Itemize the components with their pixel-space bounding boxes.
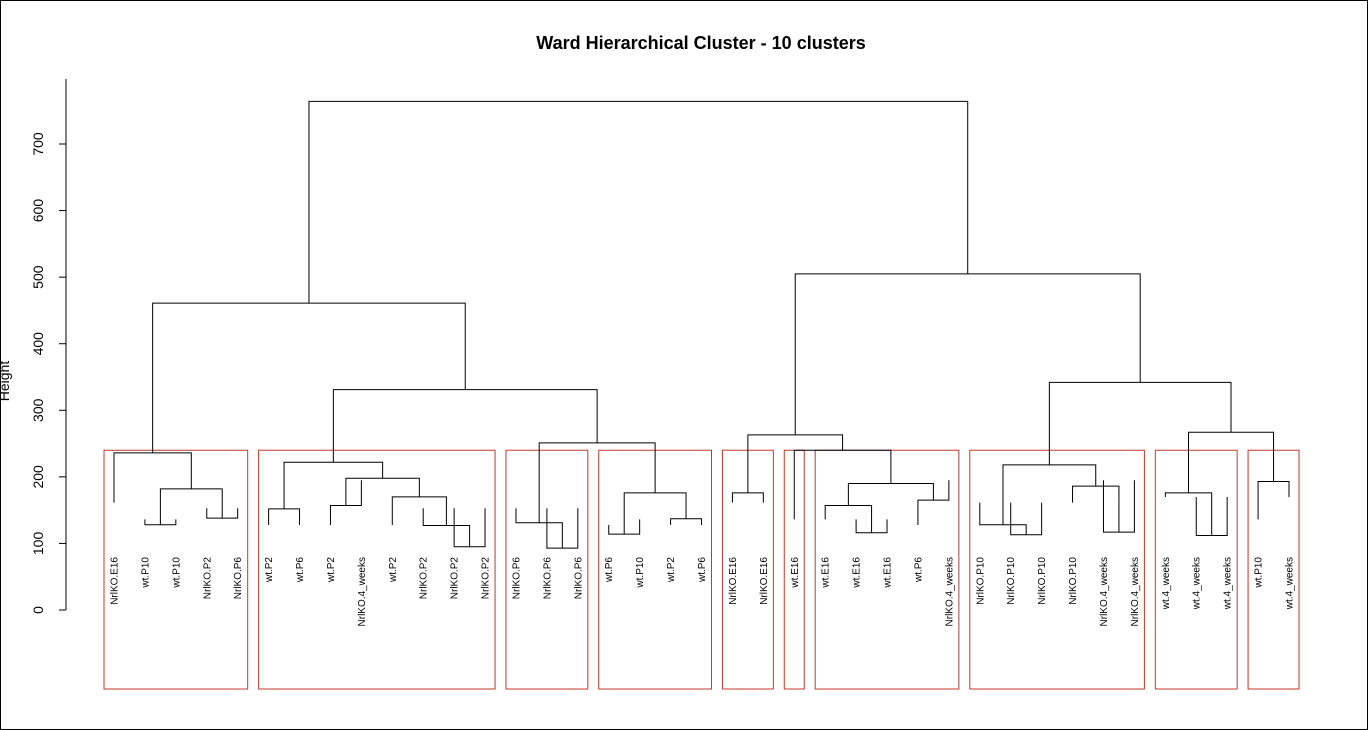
leaf-label: wt.E16 xyxy=(821,557,832,589)
merge-branch xyxy=(1010,502,1043,536)
leaf-label: NrlKO.P6 xyxy=(511,557,522,600)
leaf-label: NrlKO.P6 xyxy=(233,557,244,600)
leaf-label: wt.E16 xyxy=(790,557,801,589)
merge-branch xyxy=(623,492,687,535)
y-axis: 0 100 200 300 400 500 600 700 xyxy=(30,79,67,614)
merge-branch xyxy=(546,508,579,549)
leaf-label: NrlKO.E16 xyxy=(110,557,121,605)
merge-branch xyxy=(731,492,764,503)
merge-branch xyxy=(1048,381,1232,465)
cluster-box xyxy=(969,449,1145,690)
merge-branch xyxy=(159,488,223,525)
merge-branch xyxy=(1164,492,1213,536)
merge-branch xyxy=(1072,485,1120,533)
leaf-label: NrlKO.P10 xyxy=(1037,557,1048,605)
merge-branch xyxy=(1195,497,1228,536)
leaf-label: wt.P10 xyxy=(635,557,646,589)
leaf-labels: NrlKO.E16 wt.P10 wt.P10 NrlKO.P2 NrlKO.P6 wt.… xyxy=(110,557,1296,627)
leaf-label: wt.P2 xyxy=(388,557,399,583)
merge-branch xyxy=(1188,431,1275,493)
leaf-label: NrlKO.E16 xyxy=(728,557,739,605)
cluster-box xyxy=(1154,449,1238,690)
merge-branch xyxy=(747,434,844,493)
y-tick-label: 0 xyxy=(30,606,46,614)
y-tick-label: 400 xyxy=(30,332,46,356)
merge-branch xyxy=(824,504,873,533)
leaf-label: NrlKO.E16 xyxy=(759,557,770,605)
leaf-label: wt.4_weeks xyxy=(1161,557,1172,610)
merge-branch xyxy=(268,508,301,525)
leaf-label: NrlKO.4_weeks xyxy=(1130,557,1141,626)
cluster-box xyxy=(103,449,249,690)
merge-branch xyxy=(345,477,420,506)
merge-branch xyxy=(847,483,934,506)
merge-branch xyxy=(1257,481,1290,520)
leaf-label: NrlKO.4_weeks xyxy=(944,557,955,626)
leaf-label: NrlKO.4_weeks xyxy=(1099,557,1110,626)
leaf-label: wt.P6 xyxy=(913,557,924,583)
merge-branch xyxy=(391,496,447,526)
y-tick-label: 300 xyxy=(30,398,46,422)
leaf-label: NrlKO.P10 xyxy=(1006,557,1017,605)
leaf-label: NrlKO.P6 xyxy=(542,557,553,600)
leaf-label: wt.P10 xyxy=(1254,557,1265,589)
leaf-label: wt.4_weeks xyxy=(1285,557,1296,610)
merge-branch xyxy=(538,442,656,523)
leaf-label: wt.P6 xyxy=(295,557,306,583)
merge-branch xyxy=(113,452,192,503)
leaf-label: wt.4_weeks xyxy=(1192,557,1203,610)
leaf-label: NrlKO.P10 xyxy=(1068,557,1079,605)
cluster-box xyxy=(505,449,589,690)
merge-branch xyxy=(308,100,969,304)
y-tick-label: 700 xyxy=(30,132,46,156)
merge-branch xyxy=(794,273,1141,435)
leaf-label: NrlKO.P2 xyxy=(202,557,213,600)
leaf-label: NrlKO.4_weeks xyxy=(357,557,368,626)
merge-branch xyxy=(283,461,384,509)
leaf-label: wt.P10 xyxy=(171,557,182,589)
merge-branch xyxy=(670,518,702,525)
leaf-label: NrlKO.P6 xyxy=(573,557,584,600)
y-tick-label: 100 xyxy=(30,532,46,556)
merge-branch xyxy=(855,519,888,534)
merge-branch xyxy=(332,389,598,463)
leaf-label: NrlKO.P2 xyxy=(419,557,430,600)
leaf-label: wt.P10 xyxy=(140,557,151,589)
leaf-label: wt.E16 xyxy=(883,557,894,589)
y-axis-label: Height xyxy=(1,361,12,402)
y-tick-label: 500 xyxy=(30,265,46,289)
merge-branch xyxy=(793,449,892,520)
leaf-label: wt.P6 xyxy=(697,557,708,583)
dendrogram-branches xyxy=(113,100,1290,549)
merge-branch xyxy=(152,302,466,453)
leaf-label: wt.P2 xyxy=(264,557,275,583)
leaf-label: NrlKO.P2 xyxy=(450,557,461,600)
y-tick-label: 600 xyxy=(30,199,46,223)
leaf-label: wt.4_weeks xyxy=(1223,557,1234,610)
y-tick-label: 200 xyxy=(30,465,46,489)
chart-title: Ward Hierarchical Cluster - 10 clusters xyxy=(536,33,865,53)
leaf-label: NrlKO.P10 xyxy=(975,557,986,605)
merge-branch xyxy=(1002,464,1097,525)
leaf-label: wt.P6 xyxy=(604,557,615,583)
leaf-label: wt.P2 xyxy=(666,557,677,583)
cluster-box xyxy=(258,449,496,690)
leaf-label: wt.P2 xyxy=(326,557,337,583)
leaf-label: wt.E16 xyxy=(852,557,863,589)
leaf-label: NrlKO.P2 xyxy=(481,557,492,600)
